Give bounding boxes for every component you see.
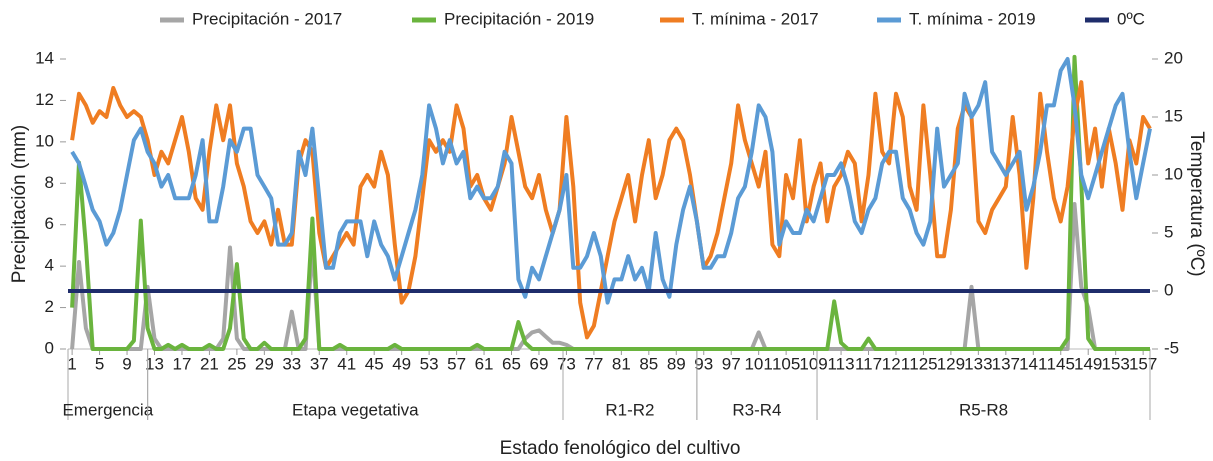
x-tick-label: 13 xyxy=(145,354,164,373)
legend-label: Precipitación - 2017 xyxy=(192,9,342,28)
x-tick-label: 129 xyxy=(937,354,965,373)
x-tick-label: 109 xyxy=(799,354,827,373)
x-tick-label: 137 xyxy=(992,354,1020,373)
y-tick-label: 14 xyxy=(35,48,54,67)
x-tick-label: 61 xyxy=(475,354,494,373)
x-tick-label: 141 xyxy=(1019,354,1047,373)
x-tick-label: 41 xyxy=(337,354,356,373)
x-tick-label: 69 xyxy=(530,354,549,373)
series-line xyxy=(70,57,1152,305)
y-tick-label: 4 xyxy=(45,256,54,275)
y-tick-label: 2 xyxy=(45,297,54,316)
y-tick-label: 8 xyxy=(45,173,54,192)
y2-tick-label: 10 xyxy=(1164,164,1183,183)
x-tick-label: 29 xyxy=(255,354,274,373)
x-tick-label: 53 xyxy=(420,354,439,373)
y-tick-label: 12 xyxy=(35,90,54,109)
stage-label: R3-R4 xyxy=(732,400,781,419)
x-tick-label: 93 xyxy=(694,354,713,373)
x-tick-label: 25 xyxy=(227,354,246,373)
series-line xyxy=(70,54,1150,351)
x-tick-label: 77 xyxy=(584,354,603,373)
y-tick-label: 10 xyxy=(35,131,54,150)
x-tick-label: 153 xyxy=(1101,354,1129,373)
legend-label: 0ºC xyxy=(1117,9,1145,28)
x-tick-label: 73 xyxy=(557,354,576,373)
x-tick-label: 105 xyxy=(772,354,800,373)
x-tick-label: 5 xyxy=(95,354,104,373)
x-tick-label: 49 xyxy=(392,354,411,373)
x-tick-label: 81 xyxy=(612,354,631,373)
stage-label: R5-R8 xyxy=(959,400,1008,419)
x-tick-label: 125 xyxy=(909,354,937,373)
x-tick-label: 85 xyxy=(639,354,658,373)
y2-tick-label: 15 xyxy=(1164,106,1183,125)
x-tick-label: 33 xyxy=(282,354,301,373)
x-tick-label: 113 xyxy=(827,354,854,373)
x-tick-label: 45 xyxy=(365,354,384,373)
y2-tick-label: 0 xyxy=(1164,280,1173,299)
x-tick-label: 97 xyxy=(722,354,741,373)
stage-label: R1-R2 xyxy=(605,400,654,419)
x-tick-label: 21 xyxy=(200,354,219,373)
y-axis-title: Precipitación (mm) xyxy=(9,125,30,283)
x-tick-label: 133 xyxy=(964,354,992,373)
y2-tick-label: 5 xyxy=(1164,222,1173,241)
x-tick-label: 121 xyxy=(882,354,910,373)
y2-tick-label: -5 xyxy=(1164,338,1179,357)
stage-label: Emergencia xyxy=(62,400,153,419)
x-tick-label: 57 xyxy=(447,354,466,373)
x-tick-label: 37 xyxy=(310,354,329,373)
x-tick-label: 17 xyxy=(173,354,192,373)
y-tick-label: 6 xyxy=(45,214,54,233)
x-axis-title: Estado fenológico del cultivo xyxy=(500,438,741,459)
x-tick-label: 65 xyxy=(502,354,521,373)
x-tick-label: 149 xyxy=(1074,354,1102,373)
x-tick-label: 89 xyxy=(667,354,686,373)
x-tick-label: 9 xyxy=(122,354,131,373)
y2-axis-title: Temperatura (ºC) xyxy=(1186,131,1207,276)
y2-tick-label: 20 xyxy=(1164,48,1183,67)
x-tick-label: 117 xyxy=(855,354,882,373)
x-tick-label: 1 xyxy=(67,354,76,373)
x-tick-label: 101 xyxy=(744,354,772,373)
y-tick-label: 0 xyxy=(45,338,54,357)
legend-label: T. mínima - 2019 xyxy=(909,9,1036,28)
legend-label: T. mínima - 2017 xyxy=(692,9,819,28)
x-tick-label: 157 xyxy=(1129,354,1157,373)
x-tick-label: 145 xyxy=(1047,354,1075,373)
stage-label: Etapa vegetativa xyxy=(292,400,419,419)
legend-label: Precipitación - 2019 xyxy=(444,9,594,28)
